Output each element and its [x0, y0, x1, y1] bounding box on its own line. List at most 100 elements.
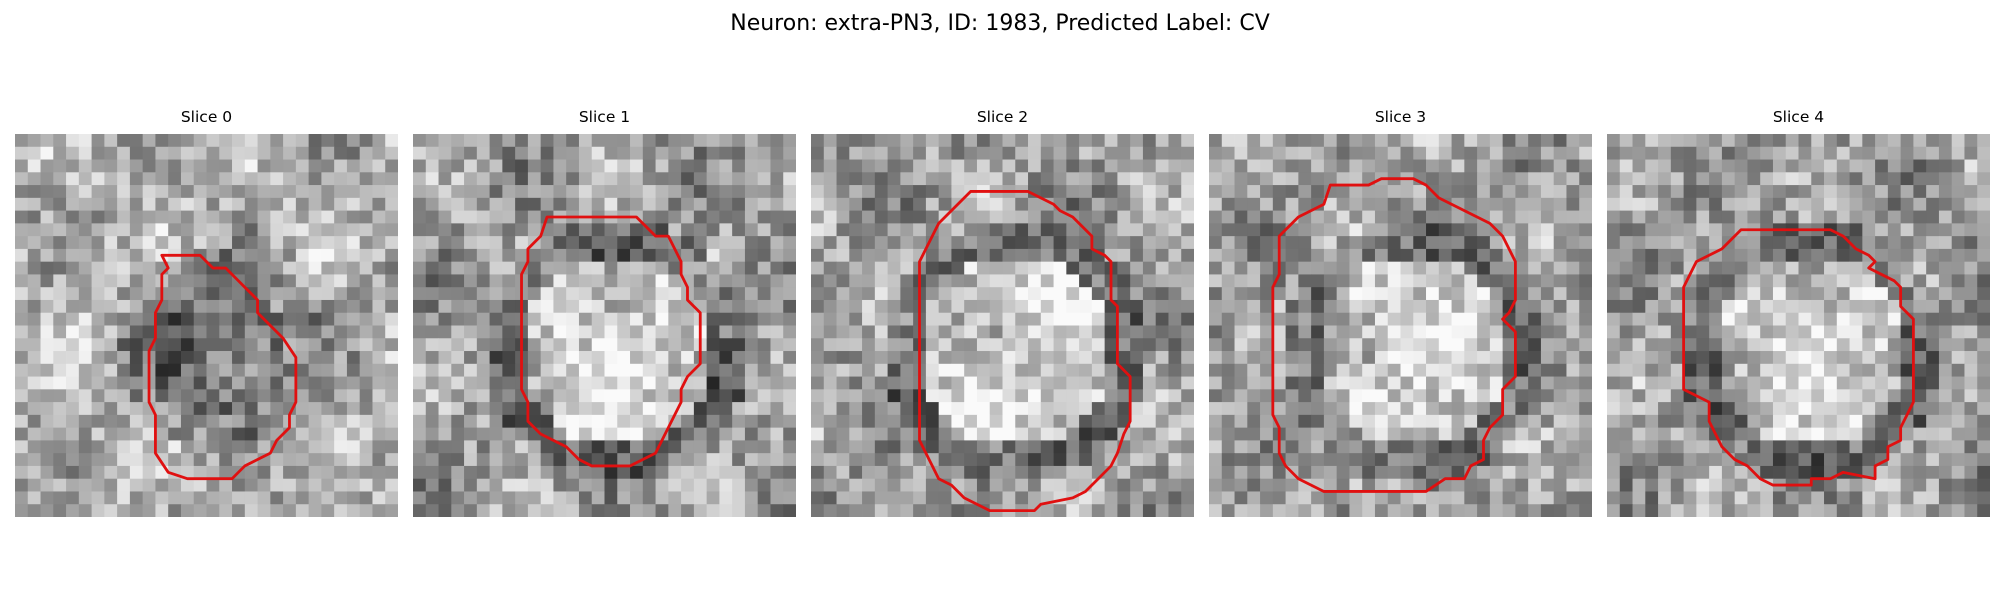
pixel	[1773, 313, 1786, 326]
pixel	[1273, 287, 1286, 300]
pixel	[1671, 479, 1684, 492]
pixel	[1143, 428, 1156, 441]
pixel	[232, 300, 245, 313]
pixel	[913, 453, 926, 466]
pixel	[1286, 479, 1299, 492]
pixel	[245, 274, 258, 287]
pixel	[130, 160, 143, 173]
pixel	[1541, 134, 1554, 147]
pixel	[1130, 466, 1143, 479]
pixel	[79, 262, 92, 275]
pixel	[283, 147, 296, 160]
pixel	[1041, 364, 1054, 377]
pixel	[694, 287, 707, 300]
pixel	[913, 185, 926, 198]
pixel	[837, 198, 850, 211]
pixel	[451, 338, 464, 351]
pixel	[681, 249, 694, 262]
pixel	[1939, 313, 1952, 326]
pixel	[66, 211, 79, 224]
pixel	[104, 338, 117, 351]
pixel	[656, 364, 669, 377]
pixel	[1247, 479, 1260, 492]
pixel	[1837, 491, 1850, 504]
pixel	[862, 249, 875, 262]
pixel	[1117, 326, 1130, 339]
pixel	[1286, 402, 1299, 415]
pixel	[1222, 198, 1235, 211]
pixel	[1337, 211, 1350, 224]
pixel	[1837, 185, 1850, 198]
pixel	[1066, 249, 1079, 262]
pixel	[1696, 147, 1709, 160]
pixel	[1439, 491, 1452, 504]
pixel	[1117, 351, 1130, 364]
pixel	[745, 160, 758, 173]
pixel	[1477, 160, 1490, 173]
pixel	[477, 466, 490, 479]
pixel	[1298, 504, 1311, 517]
pixel	[1645, 262, 1658, 275]
pixel	[1696, 377, 1709, 390]
pixel	[1566, 491, 1579, 504]
pixel	[1515, 377, 1528, 390]
pixel	[783, 185, 796, 198]
pixel	[977, 466, 990, 479]
pixel	[1503, 274, 1516, 287]
pixel	[385, 287, 398, 300]
pixel	[1168, 198, 1181, 211]
pixel	[1388, 466, 1401, 479]
pixel	[888, 466, 901, 479]
pixel	[643, 287, 656, 300]
pixel	[1066, 377, 1079, 390]
pixel	[515, 504, 528, 517]
pixel	[541, 479, 554, 492]
pixel	[1696, 504, 1709, 517]
pixel	[1620, 428, 1633, 441]
pixel	[79, 466, 92, 479]
pixel	[770, 262, 783, 275]
pixel	[92, 351, 105, 364]
pixel	[656, 236, 669, 249]
pixel	[181, 134, 194, 147]
pixel	[53, 491, 66, 504]
pixel	[28, 172, 41, 185]
pixel	[334, 491, 347, 504]
pixel	[385, 223, 398, 236]
pixel	[1875, 134, 1888, 147]
pixel	[1952, 160, 1965, 173]
pixel	[1671, 326, 1684, 339]
pixel	[92, 172, 105, 185]
pixel	[951, 211, 964, 224]
pixel	[1117, 287, 1130, 300]
pixel	[1747, 274, 1760, 287]
pixel	[707, 453, 720, 466]
pixel	[566, 415, 579, 428]
pixel	[426, 274, 439, 287]
pixel	[1824, 249, 1837, 262]
pixel	[1490, 504, 1503, 517]
pixel	[1401, 377, 1414, 390]
pixel	[1952, 491, 1965, 504]
pixel	[732, 287, 745, 300]
pixel	[1913, 198, 1926, 211]
pixel	[1273, 147, 1286, 160]
pixel	[824, 402, 837, 415]
pixel	[490, 313, 503, 326]
pixel	[528, 313, 541, 326]
pixel	[553, 147, 566, 160]
pixel	[1015, 198, 1028, 211]
pixel	[732, 389, 745, 402]
pixel	[1375, 415, 1388, 428]
pixel	[1620, 313, 1633, 326]
pixel	[155, 415, 168, 428]
pixel	[1515, 262, 1528, 275]
pixel	[207, 274, 220, 287]
pixel	[990, 428, 1003, 441]
pixel	[939, 402, 952, 415]
pixel	[758, 134, 771, 147]
pixel	[1824, 364, 1837, 377]
pixel	[181, 491, 194, 504]
pixel	[732, 351, 745, 364]
pixel	[783, 415, 796, 428]
